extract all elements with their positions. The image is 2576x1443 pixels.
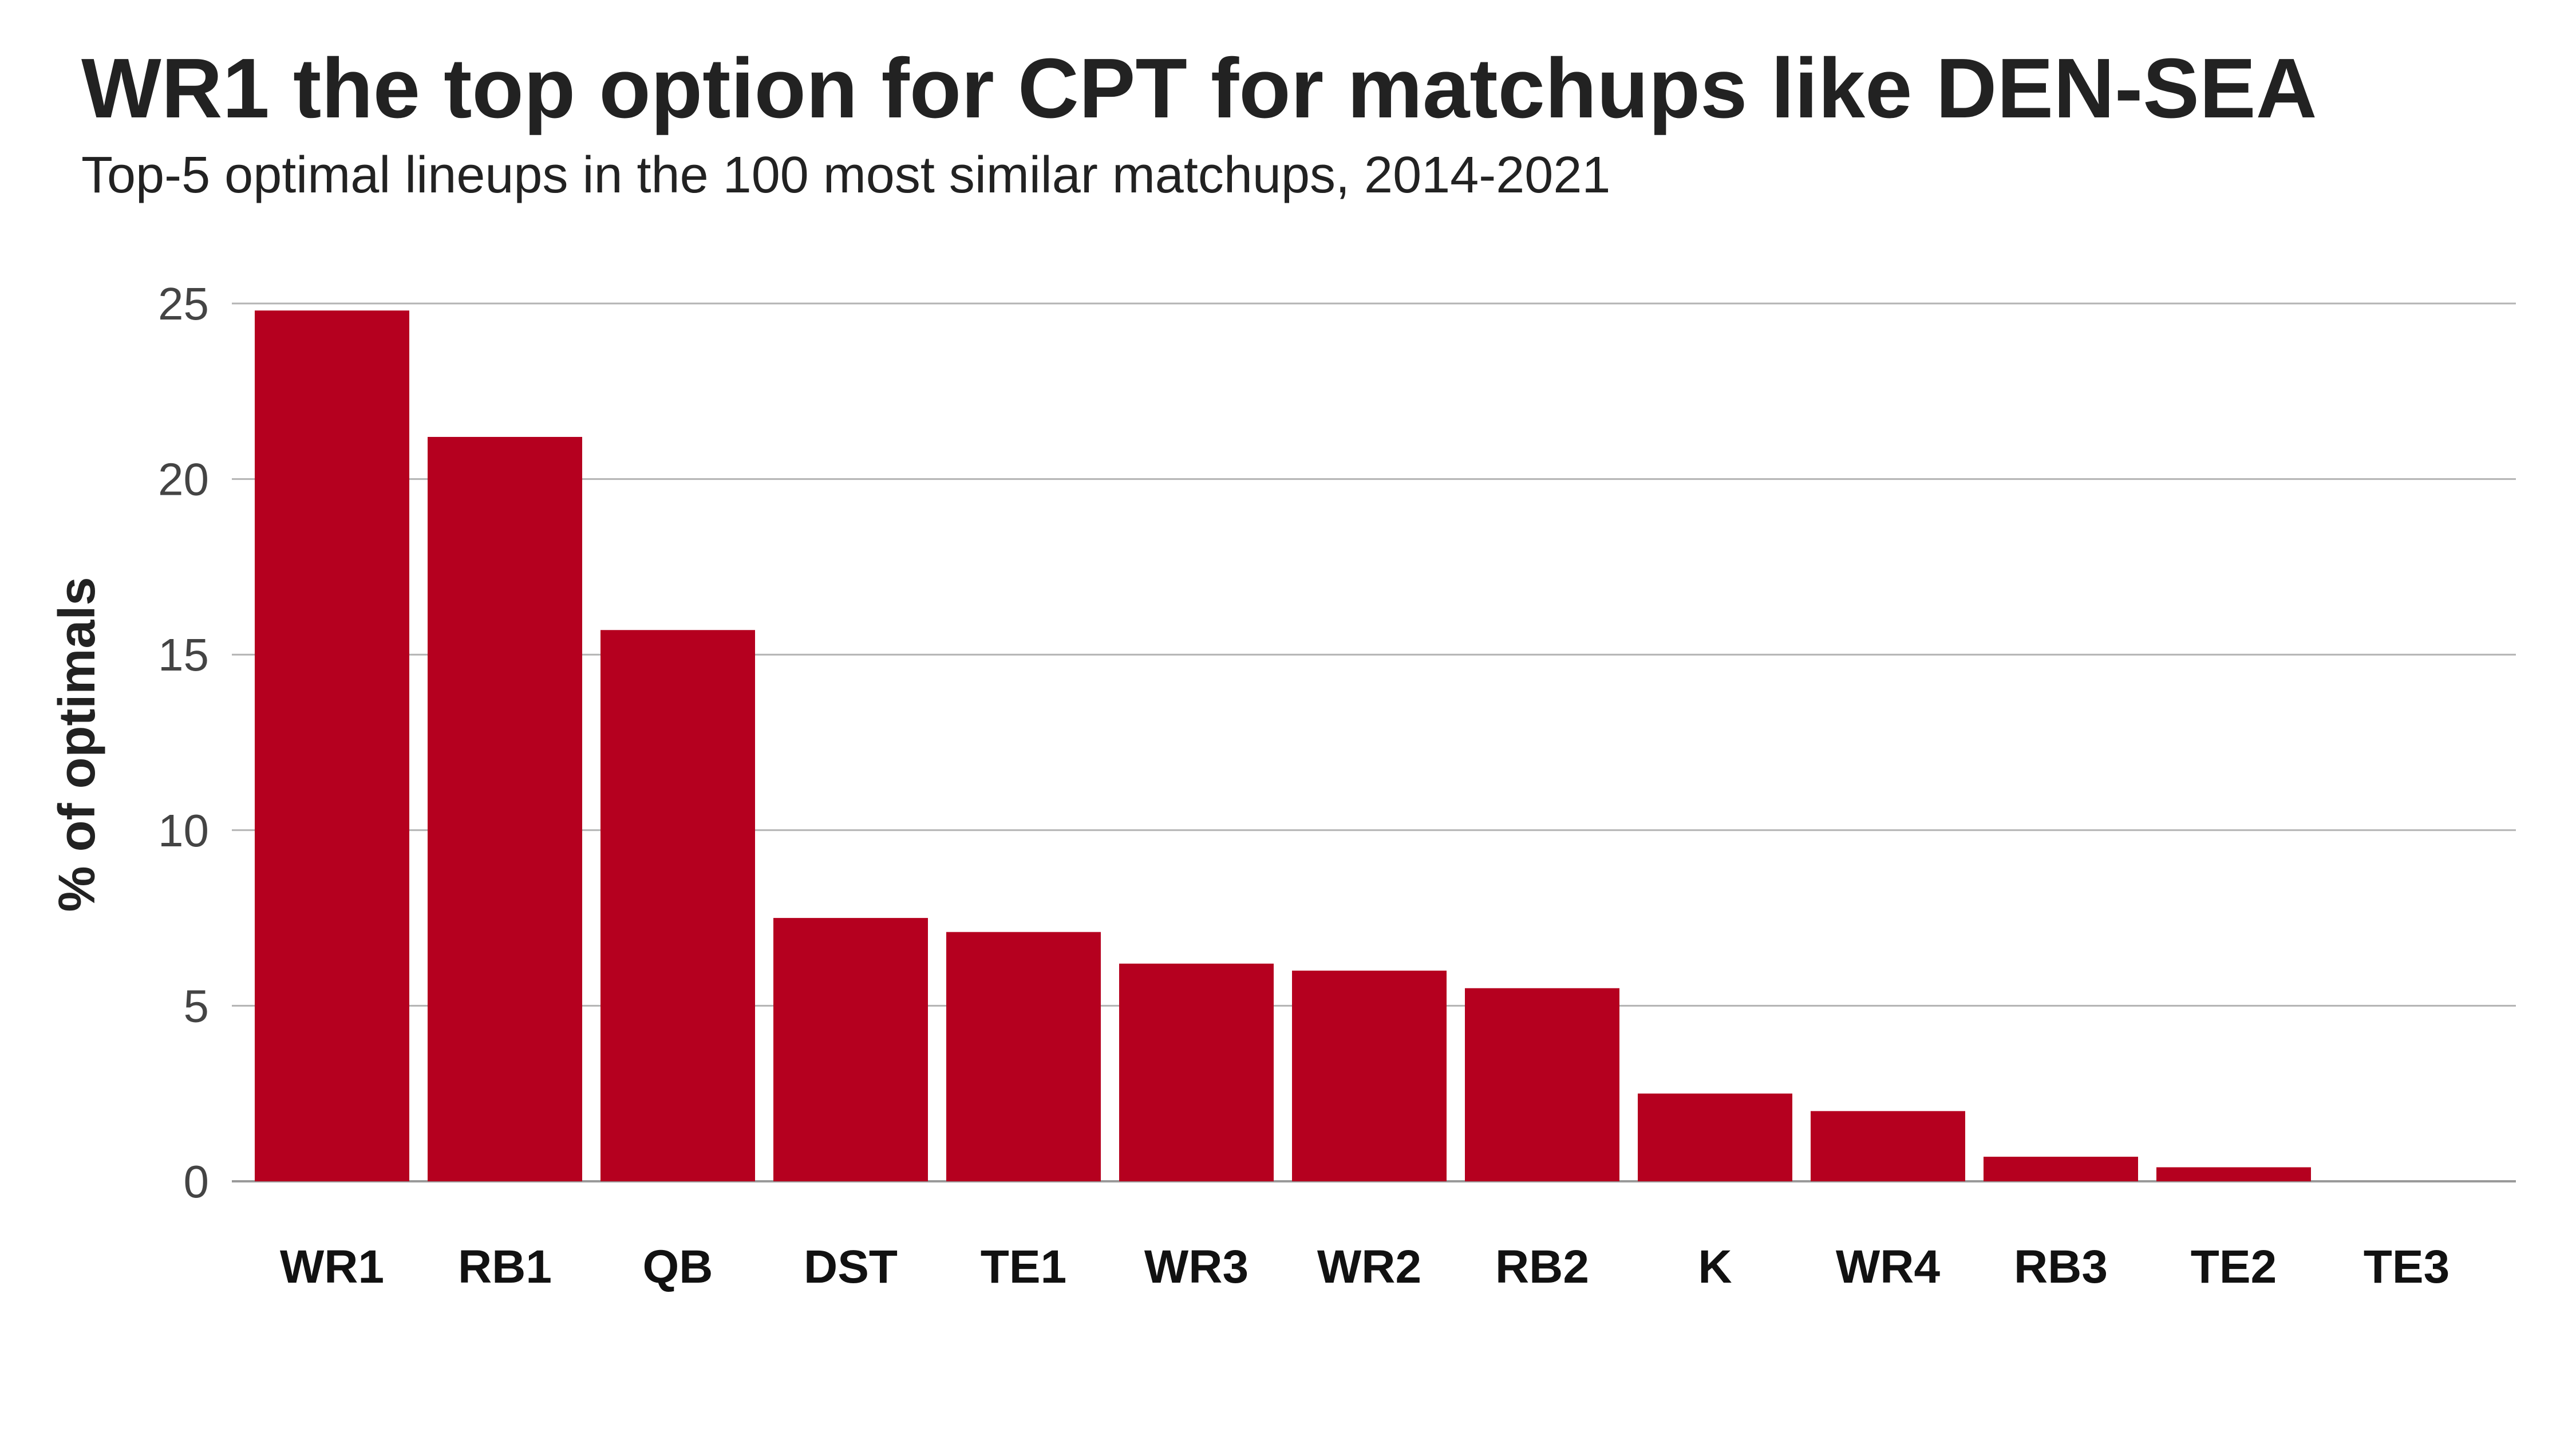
- y-tick-label: 10: [158, 805, 209, 856]
- y-axis-title: % of optimals: [49, 577, 106, 912]
- y-tick-label: 5: [184, 980, 210, 1031]
- category-label-dst: DST: [804, 1241, 898, 1293]
- bar-k: [1638, 1093, 1792, 1181]
- category-label-te3: TE3: [2364, 1241, 2449, 1293]
- category-label-wr1: WR1: [280, 1241, 384, 1293]
- y-tick-labels: 0 5 10 15 20 25: [158, 278, 209, 1207]
- category-label-k: K: [1698, 1241, 1732, 1293]
- y-tick-label: 15: [158, 629, 209, 680]
- bar-te2: [2156, 1167, 2311, 1181]
- category-label-te2: TE2: [2191, 1241, 2277, 1293]
- category-label-qb: QB: [643, 1241, 713, 1293]
- bar-wr1: [255, 310, 409, 1182]
- category-label-te1: TE1: [981, 1241, 1066, 1293]
- y-tick-label: 20: [158, 454, 209, 505]
- bars: [255, 310, 2311, 1182]
- bar-rb2: [1465, 988, 1619, 1181]
- category-label-wr3: WR3: [1144, 1241, 1249, 1293]
- bar-wr3: [1119, 963, 1274, 1181]
- category-label-rb1: RB1: [458, 1241, 552, 1293]
- chart-title: WR1 the top option for CPT for matchups …: [81, 41, 2317, 136]
- y-tick-label: 0: [184, 1156, 210, 1207]
- category-label-rb2: RB2: [1495, 1241, 1589, 1293]
- bar-dst: [773, 918, 928, 1181]
- chart-subtitle: Top-5 optimal lineups in the 100 most si…: [81, 147, 1611, 204]
- category-label-wr4: WR4: [1836, 1241, 1941, 1293]
- category-label-wr2: WR2: [1317, 1241, 1421, 1293]
- bar-qb: [600, 630, 755, 1181]
- category-labels: WR1 RB1 QB DST TE1 WR3 WR2 RB2 K WR4 RB3 TE2 TE3: [280, 1241, 2449, 1293]
- category-label-rb3: RB3: [2014, 1241, 2108, 1293]
- bar-wr4: [1811, 1111, 1965, 1181]
- bar-wr2: [1292, 971, 1447, 1181]
- bar-te1: [946, 932, 1101, 1181]
- bar-rb3: [1984, 1157, 2138, 1181]
- y-tick-label: 25: [158, 278, 209, 329]
- bar-rb1: [428, 437, 582, 1181]
